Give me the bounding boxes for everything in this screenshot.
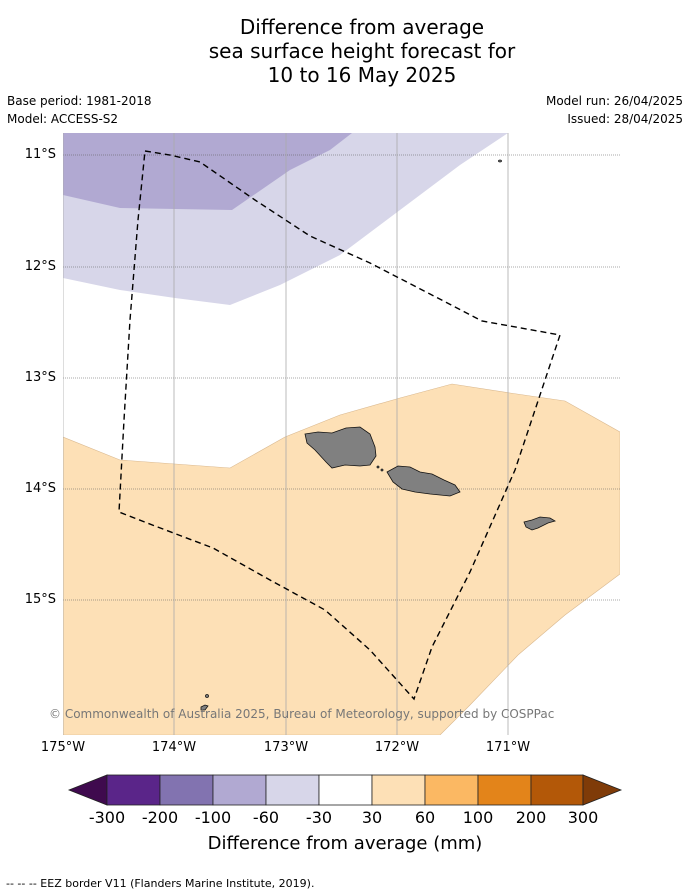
colorbar-swatch-1 [106, 774, 161, 806]
colorbar-extend-low [67, 774, 108, 806]
colorbar [67, 774, 623, 806]
lat-label-12s: 12°S [24, 259, 56, 274]
title-line-2: sea surface height forecast for [208, 39, 516, 63]
colorbar-tick: 100 [462, 808, 494, 827]
map-area [63, 133, 620, 735]
colorbar-swatch-8 [477, 774, 532, 806]
colorbar-tick: 60 [414, 808, 436, 827]
colorbar-tick: 200 [515, 808, 547, 827]
island-small-east [205, 694, 209, 698]
colorbar-tick: 300 [567, 808, 599, 827]
colorbar-tick: -100 [194, 808, 232, 827]
island-tutuila [523, 516, 556, 531]
colorbar-swatch-6 [371, 774, 426, 806]
lat-label-13s: 13°S [24, 370, 56, 385]
island-small-north [498, 159, 502, 163]
anomaly-region-minus60 [63, 133, 352, 210]
eez-legend-note: -- -- -- EEZ border V11 (Flanders Marine… [6, 877, 315, 890]
colorbar-tick: -300 [88, 808, 126, 827]
colorbar-title: Difference from average (mm) [207, 833, 483, 854]
lon-label-171w: 171°W [485, 740, 531, 755]
colorbar-tick: -30 [305, 808, 333, 827]
lon-label-175w: 175°W [40, 740, 86, 755]
anomaly-region-plus30 [63, 383, 620, 735]
island-small-south [200, 704, 209, 711]
colorbar-swatch-9 [530, 774, 584, 806]
colorbar-extend-high [582, 774, 623, 806]
colorbar-swatch-4 [265, 774, 320, 806]
model-run: Model run: 26/04/2025 [545, 94, 683, 108]
issued-date: Issued: 28/04/2025 [567, 112, 683, 126]
title-line-3: 10 to 16 May 2025 [267, 63, 457, 87]
island-savaii [304, 426, 377, 469]
colorbar-swatch-2 [159, 774, 214, 806]
lat-label-11s: 11°S [24, 147, 56, 162]
lat-label-15s: 15°S [24, 592, 56, 607]
lon-label-172w: 172°W [374, 740, 420, 755]
lon-label-174w: 174°W [151, 740, 197, 755]
colorbar-swatch-5 [318, 774, 373, 806]
islands [200, 159, 556, 711]
base-period: Base period: 1981-2018 [7, 94, 152, 108]
island-upolu [386, 465, 461, 497]
colorbar-swatch-7 [424, 774, 479, 806]
map-credit: © Commonwealth of Australia 2025, Bureau… [49, 707, 555, 721]
model-name: Model: ACCESS-S2 [7, 112, 119, 126]
islet-2 [380, 468, 384, 472]
colorbar-tick: 30 [361, 808, 383, 827]
colorbar-swatch-3 [212, 774, 267, 806]
islet-1 [376, 465, 380, 469]
lat-label-14s: 14°S [24, 481, 56, 496]
graticule [63, 154, 620, 601]
lon-label-173w: 173°W [263, 740, 309, 755]
colorbar-tick: -200 [141, 808, 179, 827]
title-line-1: Difference from average [239, 15, 485, 39]
colorbar-tick: -60 [252, 808, 280, 827]
